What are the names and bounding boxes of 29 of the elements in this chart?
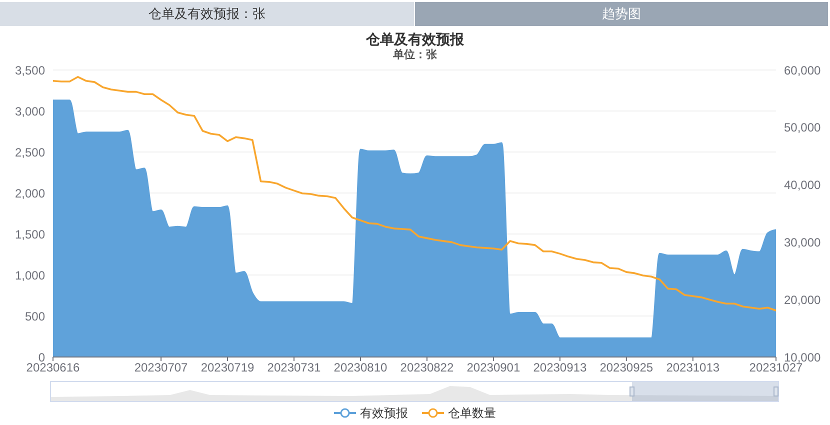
chart-title: 仓单及有效预报 [365,31,465,48]
x-tick-label: 20230731 [267,360,322,375]
y-tick-label: 1,500 [14,227,46,242]
y2-tick-label: 10,000 [784,350,822,364]
legend-label: 仓单数量 [448,406,496,420]
y-tick-label: 1,000 [14,268,46,282]
y-tick-label: 3,000 [14,104,46,118]
chart-subtitle: 单位：张 [392,48,438,62]
y2-tick-label: 20,000 [784,292,822,307]
x-tick-label: 20230901 [466,360,520,375]
x-tick-label: 20230707 [134,360,188,375]
x-tick-label: 20230925 [600,360,654,375]
y-tick-label: 2,500 [14,145,46,160]
y-tick-label: 3,500 [14,63,46,78]
line-series [53,76,776,312]
y2-tick-label: 50,000 [784,120,822,135]
y-tick-label: 2,000 [14,186,46,200]
tab: 趋势图 [415,2,828,26]
x-tick-label: 20230822 [400,360,454,375]
x-tick-label: 20230719 [200,360,255,375]
legend-label: 有效预报 [360,406,408,420]
x-tick-label: 20230810 [334,360,388,375]
y2-tick-label: 40,000 [784,178,822,192]
tab: 仓单及有效预报：张 [0,2,414,26]
y2-tick-label: 30,000 [784,235,822,250]
y2-tick-label: 60,000 [784,63,822,78]
x-tick-label: 20230913 [533,360,587,375]
y-tick-label: 500 [24,309,46,324]
x-tick-label: 20231013 [666,360,720,375]
